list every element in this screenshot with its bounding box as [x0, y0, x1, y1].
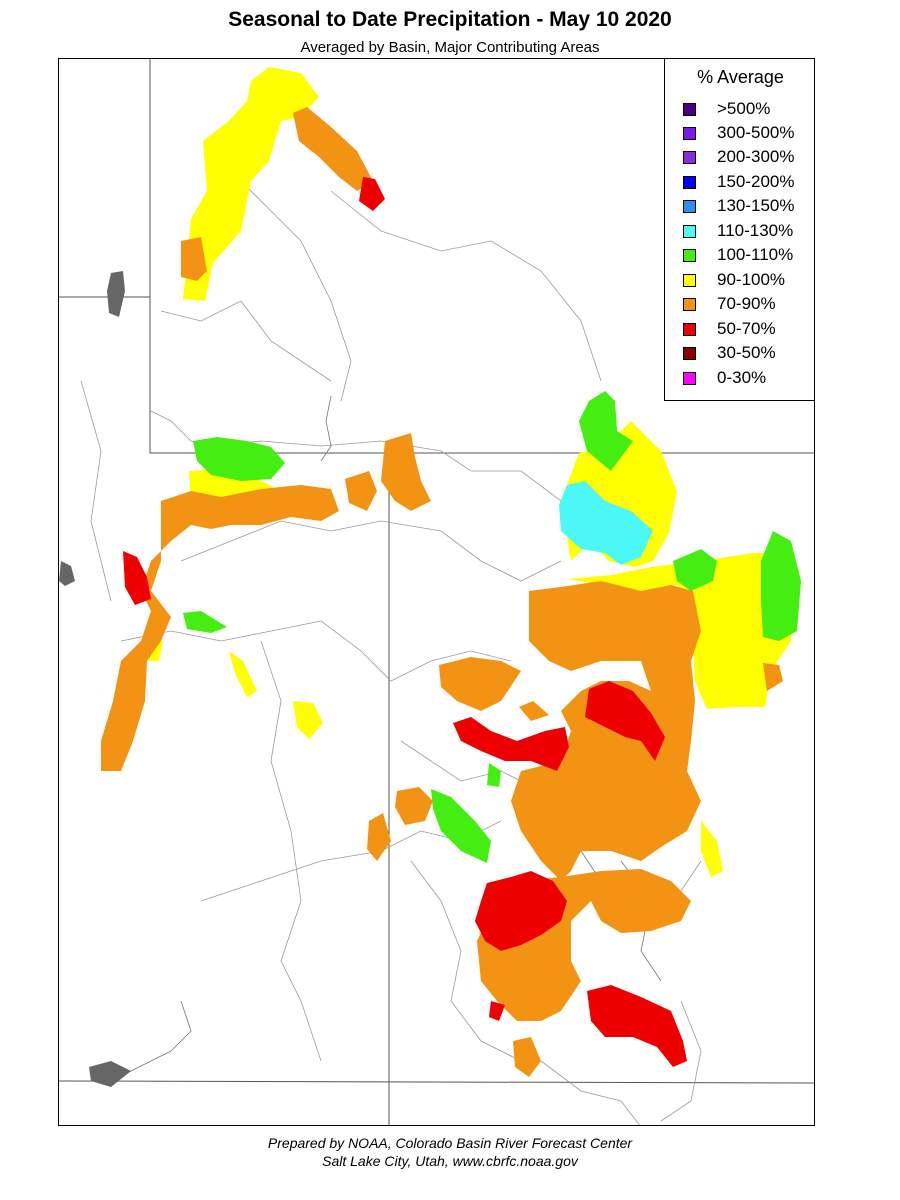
legend-swatch: [683, 200, 696, 213]
legend-label: 200-300%: [717, 147, 795, 166]
legend-swatch: [683, 249, 696, 262]
legend-label: 150-200%: [717, 172, 795, 191]
precipitation-regions: [101, 67, 801, 1077]
legend-title: % Average: [697, 67, 784, 87]
footer-credit: Prepared by NOAA, Colorado Basin River F…: [267, 1135, 633, 1151]
map-title: Seasonal to Date Precipitation - May 10 …: [228, 8, 672, 31]
legend-label: 90-100%: [717, 270, 786, 289]
legend-swatch: [683, 298, 696, 311]
legend-label: 30-50%: [717, 343, 776, 362]
map-legend: % Average >500% 300-500% 200-300% 150-20…: [664, 58, 815, 401]
legend-swatch: [683, 176, 696, 189]
legend-swatch: [683, 323, 696, 336]
legend-label: 50-70%: [717, 319, 776, 338]
basin-map-svg: [59, 59, 814, 1125]
lakes: [59, 109, 307, 1087]
region-70-90: [101, 107, 783, 1077]
legend-label: 130-150%: [717, 196, 795, 215]
region-110-130: [559, 481, 653, 565]
legend-label: 110-130%: [717, 221, 794, 240]
legend-label: 70-90%: [717, 294, 776, 313]
legend-swatch: [683, 103, 696, 116]
map-subtitle: Averaged by Basin, Major Contributing Ar…: [300, 39, 600, 56]
legend-swatch: [683, 274, 696, 287]
legend-swatch: [683, 347, 696, 360]
region-100-110: [183, 391, 801, 863]
legend-label: 0-30%: [717, 368, 767, 387]
footer-location: Salt Lake City, Utah, www.cbrfc.noaa.gov: [322, 1153, 578, 1169]
region-50-70: [123, 177, 687, 1067]
legend-swatch: [683, 372, 696, 385]
legend-swatch: [683, 127, 696, 140]
legend-swatch: [683, 151, 696, 164]
legend-label: 300-500%: [717, 123, 795, 142]
legend-label: >500%: [717, 99, 771, 118]
legend-label: 100-110%: [717, 245, 794, 264]
legend-swatch: [683, 225, 696, 238]
